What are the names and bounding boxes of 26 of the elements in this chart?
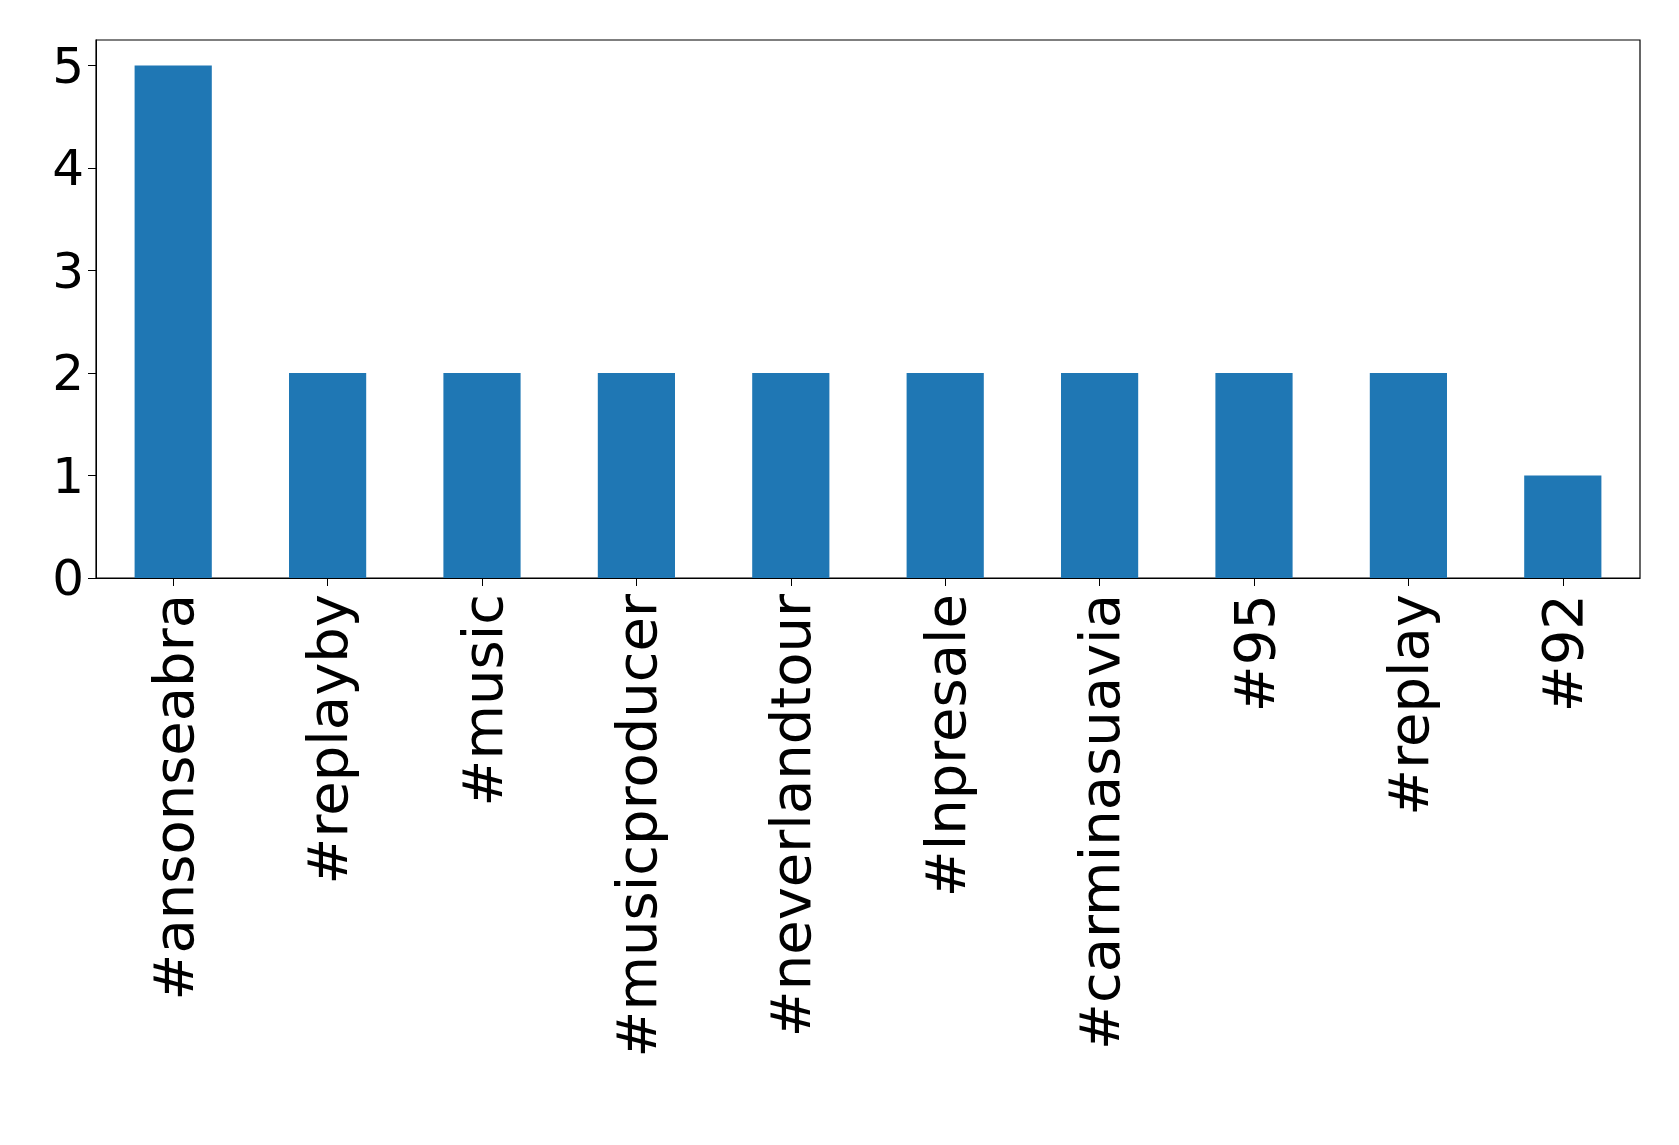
- x-tick-label: #carminasuavia: [1067, 594, 1133, 1050]
- bar: [1215, 373, 1293, 578]
- bar: [1524, 475, 1602, 578]
- x-tick-label: #lnpresale: [912, 594, 978, 898]
- y-tick-label: 4: [52, 139, 84, 198]
- bar: [134, 65, 212, 578]
- bar: [1061, 373, 1139, 578]
- y-tick-label: 5: [52, 36, 84, 95]
- bar: [597, 373, 675, 578]
- y-tick-label: 2: [52, 344, 84, 403]
- bar: [443, 373, 521, 578]
- x-tick-label: #music: [449, 594, 515, 807]
- x-tick-label: #musicproducer: [603, 593, 669, 1058]
- bar: [906, 373, 984, 578]
- x-tick-label: #ansonseabra: [140, 594, 206, 1001]
- y-tick-label: 1: [52, 446, 84, 505]
- x-tick-label: #replayby: [295, 594, 361, 885]
- bar: [289, 373, 367, 578]
- x-tick-label: #95: [1221, 594, 1287, 713]
- x-tick-label: #92: [1530, 594, 1596, 713]
- y-tick-label: 0: [52, 549, 84, 607]
- x-tick-label: #replay: [1375, 594, 1441, 816]
- y-tick-label: 3: [52, 241, 84, 300]
- bar: [1369, 373, 1447, 578]
- x-tick-label: #neverlandtour: [758, 593, 824, 1038]
- bar: [752, 373, 830, 578]
